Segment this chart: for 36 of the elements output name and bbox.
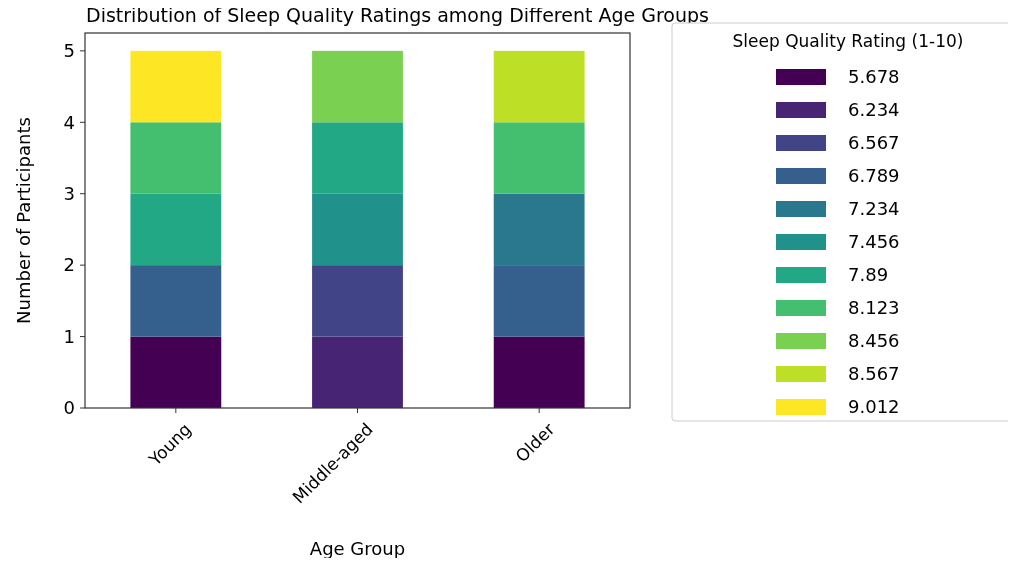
x-axis-title: Age Group xyxy=(309,538,406,559)
bar xyxy=(493,50,585,123)
bar xyxy=(493,122,585,194)
bar xyxy=(130,265,222,337)
legend-label: 6.234 xyxy=(848,99,900,121)
bar xyxy=(493,193,585,266)
bar xyxy=(312,336,403,408)
legend-label: 8.567 xyxy=(848,363,900,385)
bar xyxy=(312,50,403,123)
bar xyxy=(130,336,222,408)
bar xyxy=(493,336,585,408)
y-tick-label: 2 xyxy=(63,254,75,276)
y-tick-label: 5 xyxy=(63,40,75,62)
bar xyxy=(312,265,403,337)
bar xyxy=(312,193,403,266)
legend-label: 7.234 xyxy=(848,198,900,220)
bar xyxy=(130,122,222,194)
y-axis-title: Number of Participants xyxy=(13,117,34,324)
bar xyxy=(493,265,585,337)
bar xyxy=(312,122,403,194)
y-tick-label: 1 xyxy=(63,325,75,347)
legend-title: Sleep Quality Rating (1-10) xyxy=(732,31,964,51)
legend-label: 6.567 xyxy=(848,132,900,154)
y-tick-label: 0 xyxy=(63,397,75,419)
y-tick-label: 4 xyxy=(63,111,75,133)
y-tick-label: 3 xyxy=(63,183,75,205)
bar xyxy=(130,193,222,266)
legend-label: 6.789 xyxy=(848,165,900,187)
legend-label: 9.012 xyxy=(848,396,900,418)
legend-label: 7.89 xyxy=(848,264,889,286)
legend-label: 8.456 xyxy=(848,330,900,352)
bar xyxy=(130,50,222,123)
legend-label: 7.456 xyxy=(848,231,900,253)
legend-label: 8.123 xyxy=(848,297,900,319)
legend-label: 5.678 xyxy=(848,66,900,88)
chart-title: Distribution of Sleep Quality Ratings among Different Age Groups xyxy=(86,4,709,26)
